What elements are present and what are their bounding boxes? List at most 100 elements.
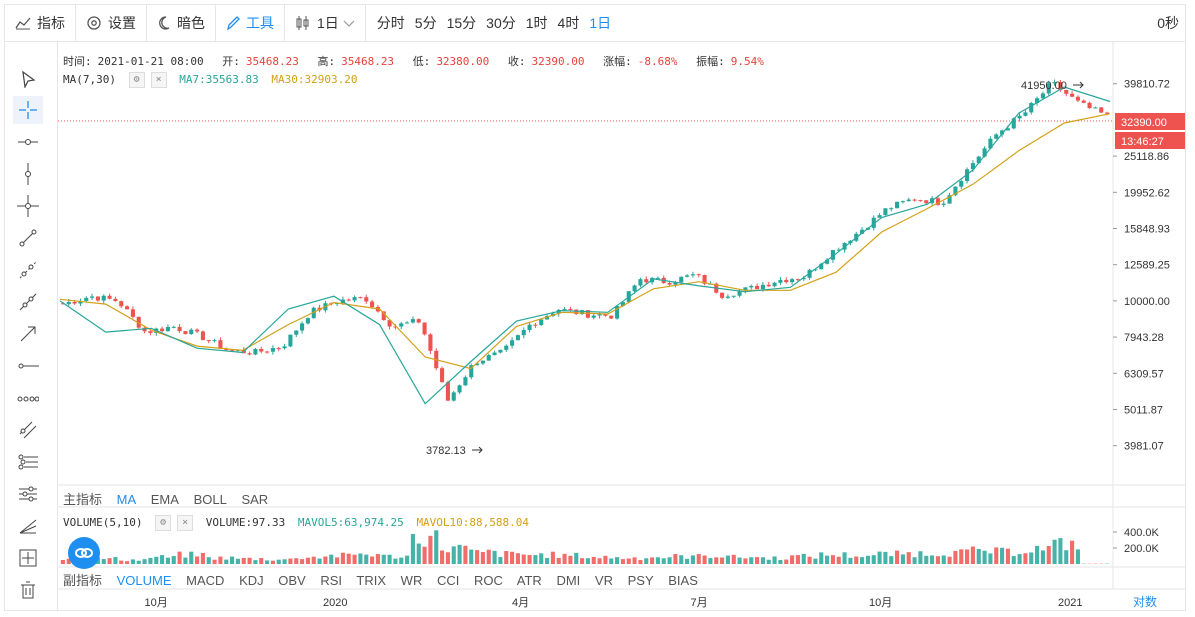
fibonacci-tool[interactable] xyxy=(13,448,43,476)
log-scale-toggle[interactable]: 对数 xyxy=(1133,595,1158,609)
tab-wr[interactable]: WR xyxy=(400,573,423,588)
volume-bar xyxy=(970,546,975,564)
candle-body xyxy=(130,309,135,317)
tab-vr[interactable]: VR xyxy=(594,573,613,588)
ma-settings-icon[interactable]: ⚙ xyxy=(128,72,145,88)
interval-select[interactable]: 1日 xyxy=(285,5,365,41)
volume-settings-icon[interactable]: ⚙ xyxy=(155,515,172,531)
y-tick-label: 25118.86 xyxy=(1124,151,1169,163)
x-tick-label: 4月 xyxy=(512,597,529,609)
volume-bar xyxy=(533,555,538,564)
y-tick-label: 6309.57 xyxy=(1124,368,1164,380)
tab-ma[interactable]: MA xyxy=(116,492,137,507)
candle-body xyxy=(743,287,748,291)
period-item-active[interactable]: 1日 xyxy=(589,15,612,31)
tab-sar[interactable]: SAR xyxy=(241,492,269,507)
fan-tool[interactable] xyxy=(13,512,43,540)
tab-dmi[interactable]: DMI xyxy=(556,573,581,588)
vertical-line-tool[interactable] xyxy=(13,160,43,188)
straight-line-tool[interactable] xyxy=(13,288,43,316)
segment-icon xyxy=(19,229,37,247)
volume-bar xyxy=(749,557,754,564)
candle-body xyxy=(230,350,235,352)
indicator-button[interactable]: 指标 xyxy=(5,5,75,41)
volume-bar xyxy=(352,554,357,564)
settings-button[interactable]: 设置 xyxy=(76,5,146,41)
tab-kdj[interactable]: KDJ xyxy=(239,573,264,588)
tab-boll[interactable]: BOLL xyxy=(193,492,227,507)
parallel-line-tool[interactable] xyxy=(13,384,43,412)
volume-bar xyxy=(457,544,462,564)
tab-volume[interactable]: VOLUME xyxy=(116,573,172,588)
volume-bar xyxy=(655,557,660,564)
volume-bar xyxy=(801,553,806,564)
tab-roc[interactable]: ROC xyxy=(473,573,503,588)
tab-psy[interactable]: PSY xyxy=(627,573,654,588)
volume-bar xyxy=(953,550,958,564)
candle-body xyxy=(387,320,392,327)
period-item[interactable]: 5分 xyxy=(414,15,437,31)
tab-obv[interactable]: OBV xyxy=(278,573,306,588)
candle-body xyxy=(533,324,538,326)
tab-atr[interactable]: ATR xyxy=(516,573,542,588)
period-item[interactable]: 15分 xyxy=(446,15,477,31)
volume-bar xyxy=(854,556,859,564)
arrow-tool[interactable] xyxy=(13,320,43,348)
period-item[interactable]: 分时 xyxy=(376,15,405,31)
candle-body xyxy=(568,308,573,310)
candle-body xyxy=(399,323,404,327)
dark-mode-button[interactable]: 暗色 xyxy=(147,5,215,41)
tab-rsi[interactable]: RSI xyxy=(320,573,343,588)
volume-bar xyxy=(136,560,141,564)
period-item[interactable]: 30分 xyxy=(486,15,516,31)
volume-bar xyxy=(725,555,730,564)
cursor-tool[interactable] xyxy=(13,65,43,93)
candle-body xyxy=(755,285,760,290)
candle-body xyxy=(189,329,194,335)
candle-body xyxy=(562,308,567,310)
channel-tool[interactable] xyxy=(13,416,43,444)
tab-bias[interactable]: BIAS xyxy=(668,573,698,588)
measure-tool[interactable] xyxy=(13,544,43,572)
candle-body xyxy=(1064,89,1069,94)
tab-trix[interactable]: TRIX xyxy=(356,573,387,588)
candle-body xyxy=(935,198,940,205)
y-tick-label: 5011.87 xyxy=(1124,404,1163,416)
volume-bar xyxy=(626,558,631,564)
crosshair-tool[interactable] xyxy=(13,96,43,124)
candle-body xyxy=(521,329,526,336)
delete-tool[interactable] xyxy=(13,576,43,604)
volume-bar xyxy=(300,559,305,564)
period-item[interactable]: 4时 xyxy=(557,15,580,31)
volume-bar xyxy=(259,558,264,564)
tab-cci[interactable]: CCI xyxy=(436,573,460,588)
sub-indicator-label: 副指标 xyxy=(63,573,103,588)
candle-body xyxy=(393,326,398,328)
volume-bar xyxy=(550,551,555,564)
volume-bar xyxy=(492,550,497,564)
horizontal-line-tool[interactable] xyxy=(13,128,43,156)
ma-close-icon[interactable]: × xyxy=(150,72,167,88)
volume-bar xyxy=(527,554,532,564)
volume-bar xyxy=(860,557,865,564)
adjust-tool[interactable] xyxy=(13,480,43,508)
link-icon xyxy=(75,548,93,558)
tab-macd[interactable]: MACD xyxy=(186,573,225,588)
volume-bar xyxy=(440,550,445,564)
volume-bar xyxy=(381,554,386,564)
volume-close-icon[interactable]: × xyxy=(177,515,194,531)
candle-body xyxy=(994,134,999,139)
price-line-tool[interactable] xyxy=(13,352,43,380)
volume-bar xyxy=(1040,550,1045,564)
period-item[interactable]: 1时 xyxy=(525,15,548,31)
candle-body xyxy=(288,334,293,347)
candle-body xyxy=(212,340,217,342)
segment-tool[interactable] xyxy=(13,224,43,252)
ray-tool[interactable] xyxy=(13,256,43,284)
candlestick-icon xyxy=(296,16,309,30)
cross-line-tool[interactable] xyxy=(13,192,43,220)
tools-button[interactable]: 工具 xyxy=(216,5,284,41)
tab-ema[interactable]: EMA xyxy=(150,492,179,507)
candle-body xyxy=(1023,112,1028,116)
